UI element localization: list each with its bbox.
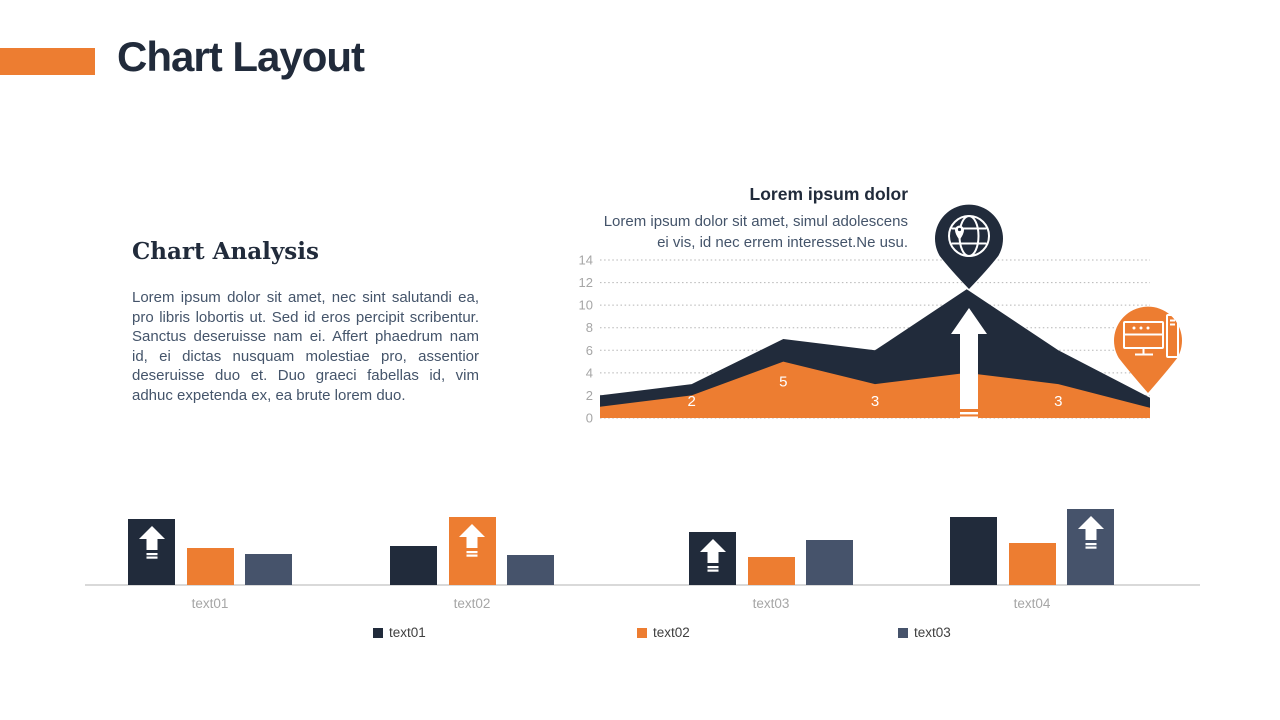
up-arrow-icon bbox=[699, 539, 726, 572]
legend-item-text01: text01 bbox=[373, 625, 426, 640]
legend-swatch bbox=[637, 627, 647, 638]
y-tick-label: 0 bbox=[586, 411, 593, 426]
y-tick-label: 2 bbox=[586, 388, 593, 403]
bar-category-label: text03 bbox=[752, 596, 790, 611]
bar-text01-text01 bbox=[128, 519, 175, 585]
area-data-label: 3 bbox=[1054, 393, 1062, 410]
bar-text03-text03 bbox=[806, 540, 853, 585]
y-tick-label: 12 bbox=[579, 275, 593, 290]
bar-text03-text02 bbox=[747, 557, 795, 585]
up-arrow-icon bbox=[138, 526, 165, 559]
legend-swatch bbox=[898, 627, 908, 638]
slide-title: Chart Layout bbox=[117, 33, 365, 80]
y-tick-label: 14 bbox=[579, 253, 593, 268]
map-pin-computer bbox=[1114, 306, 1182, 393]
map-pin-globe bbox=[935, 204, 1004, 289]
up-arrow-annotation bbox=[951, 308, 987, 419]
y-tick-label: 10 bbox=[579, 298, 593, 313]
bar-text02-text02 bbox=[448, 517, 496, 585]
legend-label: text03 bbox=[914, 625, 951, 640]
area-chart: 0 2 4 6 8 10 12 14 2 5 3 3 bbox=[579, 204, 1182, 426]
analysis-heading: Chart Analysis bbox=[132, 238, 319, 265]
bar-text04-text02 bbox=[1008, 543, 1056, 585]
bar-chart-baseline bbox=[85, 584, 1200, 586]
area-data-label: 2 bbox=[688, 393, 696, 410]
legend-swatch bbox=[373, 627, 383, 638]
legend-item-text03: text03 bbox=[898, 625, 951, 640]
analysis-body-text: Lorem ipsum dolor sit amet, nec sint sal… bbox=[132, 289, 479, 404]
bar-category-label: text02 bbox=[453, 596, 491, 611]
bar-category-label: text01 bbox=[191, 596, 229, 611]
y-tick-label: 6 bbox=[586, 343, 593, 358]
desktop-computer-icon bbox=[1123, 314, 1179, 358]
up-arrow-icon bbox=[459, 524, 485, 557]
legend-item-text02: text02 bbox=[637, 625, 690, 640]
y-tick-label: 4 bbox=[586, 365, 593, 380]
legend-label: text01 bbox=[389, 625, 426, 640]
area-series-orange bbox=[600, 361, 1150, 418]
area-chart-title: Lorem ipsum dolor bbox=[749, 184, 908, 204]
area-data-label: 3 bbox=[871, 393, 879, 410]
bar-category-label: text04 bbox=[1013, 596, 1051, 611]
legend-label: text02 bbox=[653, 625, 690, 640]
up-arrow-icon bbox=[1077, 516, 1104, 549]
bar-text04-text01 bbox=[950, 517, 997, 585]
area-data-label: 5 bbox=[779, 374, 787, 391]
globe-icon bbox=[948, 215, 990, 257]
bar-text01-text03 bbox=[245, 554, 292, 585]
bar-text02-text01 bbox=[390, 546, 437, 585]
bar-text02-text03 bbox=[507, 555, 554, 585]
y-tick-label: 8 bbox=[586, 320, 593, 335]
bar-text03-text01 bbox=[689, 532, 736, 585]
area-chart-subtitle: Lorem ipsum dolor sit amet, simul adoles… bbox=[603, 213, 908, 251]
bar-text04-text03 bbox=[1067, 509, 1114, 585]
accent-bar bbox=[0, 48, 95, 75]
bar-text01-text02 bbox=[186, 548, 234, 585]
